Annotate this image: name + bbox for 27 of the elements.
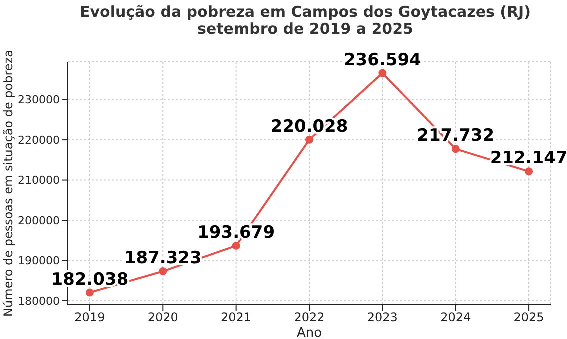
x-tick-label: 2023 <box>367 310 398 325</box>
y-tick-label: 220000 <box>18 134 60 147</box>
point <box>232 242 240 250</box>
x-tick-label: 2025 <box>514 310 544 325</box>
y-tick-label: 190000 <box>18 254 60 268</box>
point <box>378 69 387 78</box>
x-tick-label: 2019 <box>74 310 106 325</box>
x-tick-label: 2020 <box>148 310 178 325</box>
x-tick-label: 2021 <box>221 310 252 325</box>
y-tick-label: 200000 <box>18 214 60 228</box>
x-tick-label: 2024 <box>440 310 472 325</box>
chart-title: Evolução da pobreza em Campos dos Goytacazes (RJ) <box>79 3 532 21</box>
x-axis-title: Ano <box>296 326 322 339</box>
data-label: 187.323 <box>124 248 202 269</box>
point <box>159 268 168 276</box>
chart-subtitle: setembro de 2019 a 2025 <box>198 20 414 38</box>
point <box>86 288 94 297</box>
x-tick-label: 2022 <box>294 310 325 325</box>
data-label: 236.594 <box>344 50 422 70</box>
point <box>452 145 460 154</box>
y-axis-title: Número de pessoas em situação de pobreza <box>1 50 16 317</box>
y-tick-label: 210000 <box>18 174 60 188</box>
point <box>525 168 534 176</box>
data-label: 212.147 <box>490 148 567 169</box>
y-tick-label: 230000 <box>18 94 60 107</box>
y-tick-label: 180000 <box>18 294 60 308</box>
point <box>306 136 314 144</box>
